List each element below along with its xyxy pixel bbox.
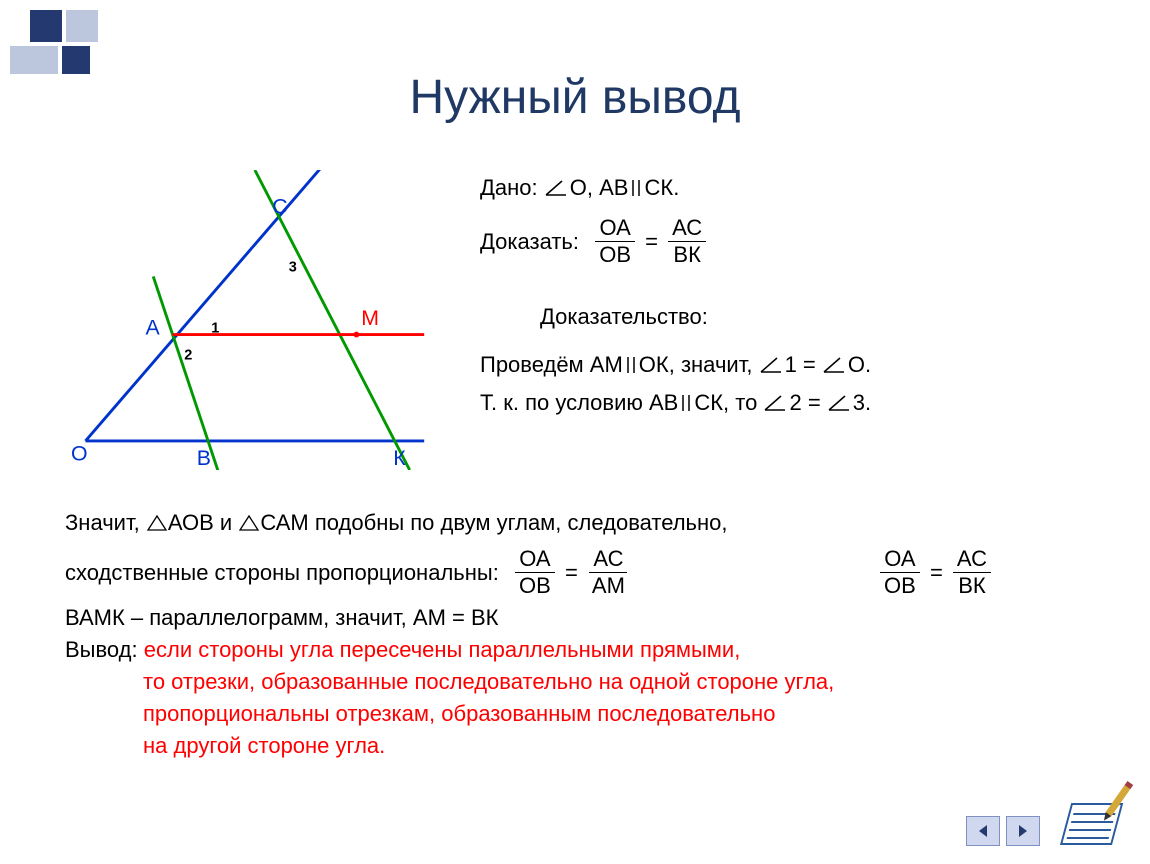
angle-1: 1 (211, 321, 219, 337)
proof-line1: Проведём АМ ОК, значит, 1 = О. (480, 352, 1120, 378)
proof-line3: Значит, АОВ и САМ подобны по двум углам,… (65, 510, 1085, 536)
given-label: Дано: (480, 175, 538, 201)
prove-row: Доказать: ОАОВ = АСВК (480, 215, 1120, 268)
nav-arrows (966, 816, 1040, 846)
page-title: Нужный вывод (0, 70, 1150, 125)
next-button[interactable] (1006, 816, 1040, 846)
triangle-icon (146, 514, 168, 532)
conclusion-row4: на другой стороне угла. (143, 733, 1085, 759)
conclusion-row2: то отрезки, образованные последовательно… (143, 669, 1085, 695)
proof-line5: ВАМК – параллелограмм, значит, АМ = ВК (65, 605, 1085, 631)
parallel-icon (678, 393, 694, 413)
given-ck: СК. (644, 175, 679, 201)
eq-sign: = (645, 229, 658, 255)
proof-line2: Т. к. по условию АВ СК, то 2 = 3. (480, 390, 1120, 416)
proof-label: Доказательство: (540, 304, 708, 330)
label-K: К (393, 446, 406, 470)
angle-icon (763, 394, 789, 412)
geometry-diagram: О В К А С М 1 2 3 (60, 170, 440, 470)
label-C: С (272, 195, 287, 219)
given-ab: АВ (599, 175, 628, 201)
conclusion-label: Вывод: (65, 637, 138, 663)
angle-icon (759, 356, 785, 374)
angle-2: 2 (184, 348, 192, 364)
parallel-icon (623, 355, 639, 375)
frac-oa-ob: ОАОВ (595, 215, 635, 268)
prove-label: Доказать: (480, 229, 579, 255)
angle-3: 3 (289, 260, 297, 276)
prev-button[interactable] (966, 816, 1000, 846)
label-A: А (145, 316, 160, 340)
given-angle: O, (570, 175, 593, 201)
proof-line4: сходственные стороны пропорциональны: ОА… (65, 546, 1085, 599)
paper-pencil-icon (1060, 774, 1140, 854)
triangle-icon (238, 514, 260, 532)
angle-icon (827, 394, 853, 412)
parallel-icon (628, 178, 644, 198)
angle-icon (544, 179, 570, 197)
angle-icon (822, 356, 848, 374)
frac-ac-bk: АСВК (668, 215, 706, 268)
proof-label-row: Доказательство: (540, 304, 1120, 330)
label-M: М (361, 306, 379, 330)
label-O: О (71, 441, 88, 465)
label-B: В (197, 446, 211, 470)
conclusion-row3: пропорциональны отрезкам, образованным п… (143, 701, 1085, 727)
conclusion-row1: Вывод: если стороны угла пересечены пара… (65, 637, 1085, 663)
given-row: Дано: O, АВ СК. (480, 175, 1120, 201)
